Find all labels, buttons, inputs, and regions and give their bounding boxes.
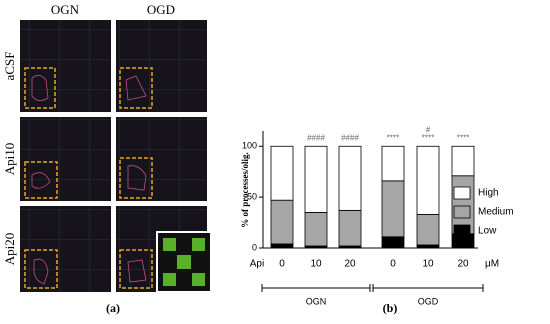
x-prefix: Api bbox=[250, 259, 264, 270]
hash-label: #### bbox=[341, 133, 359, 142]
bar-segment bbox=[416, 145, 440, 215]
micrographs: OGN OGD aCSF Api10 Api20 (a) bbox=[2, 2, 212, 315]
bar-segment bbox=[381, 180, 405, 238]
hash-label: # bbox=[426, 125, 431, 134]
group-bracket bbox=[372, 284, 484, 292]
group-bracket bbox=[261, 284, 371, 292]
bar-segment bbox=[304, 145, 328, 213]
star-label: **** bbox=[422, 133, 434, 142]
image bbox=[20, 206, 111, 292]
x-tick-label: 20 bbox=[344, 259, 356, 270]
group-label: OGN bbox=[306, 296, 327, 306]
y-tick-label: 0 bbox=[252, 242, 257, 252]
x-tick-label: 0 bbox=[279, 259, 285, 270]
bar-segment bbox=[451, 145, 475, 177]
y-tick-label: 50 bbox=[247, 192, 257, 202]
bar-segment bbox=[416, 244, 440, 249]
bar-segment bbox=[270, 243, 294, 249]
star-label: **** bbox=[457, 133, 469, 142]
x-tick-label: 10 bbox=[310, 259, 322, 270]
bar-segment bbox=[381, 236, 405, 249]
x-tick-label: 20 bbox=[457, 259, 469, 270]
bar-segment bbox=[270, 199, 294, 245]
panel-label: (a) bbox=[106, 301, 120, 315]
bar-segment bbox=[338, 145, 362, 211]
hash-label: #### bbox=[307, 133, 325, 142]
legend-label: Medium bbox=[478, 207, 514, 218]
row-label: Api20 bbox=[2, 233, 17, 266]
legend-swatch bbox=[453, 224, 471, 238]
row-label: Api10 bbox=[2, 143, 17, 176]
column-label: OGD bbox=[147, 2, 175, 17]
image bbox=[20, 20, 111, 112]
column-label: OGN bbox=[51, 2, 80, 17]
group-label: OGD bbox=[418, 296, 439, 306]
image bbox=[116, 20, 207, 112]
legend-swatch bbox=[453, 186, 471, 200]
star-label: **** bbox=[387, 133, 399, 142]
legend-label: High bbox=[478, 188, 499, 199]
x-tick-label: 0 bbox=[390, 259, 396, 270]
legend-swatch bbox=[453, 205, 471, 219]
x-unit: μM bbox=[485, 259, 499, 270]
bar-segment bbox=[338, 209, 362, 247]
y-axis-label: % of processes/olig. bbox=[240, 152, 250, 228]
panel-label: (b) bbox=[383, 301, 398, 315]
bar-segment bbox=[270, 145, 294, 201]
image bbox=[20, 117, 111, 201]
image bbox=[116, 117, 207, 201]
row-label: aCSF bbox=[2, 52, 17, 81]
bar-segment bbox=[416, 214, 440, 246]
bar-segment bbox=[304, 211, 328, 247]
y-tick-label: 100 bbox=[242, 141, 257, 151]
x-tick-label: 10 bbox=[422, 259, 434, 270]
bar-segment bbox=[381, 145, 405, 182]
legend-label: Low bbox=[478, 226, 497, 237]
